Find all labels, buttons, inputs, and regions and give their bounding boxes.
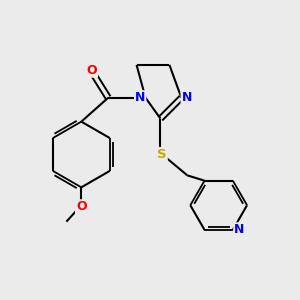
Text: N: N [234,223,244,236]
Text: N: N [182,91,192,104]
Text: O: O [86,64,97,77]
Text: S: S [157,148,167,161]
Text: N: N [135,91,145,104]
Text: O: O [76,200,87,213]
